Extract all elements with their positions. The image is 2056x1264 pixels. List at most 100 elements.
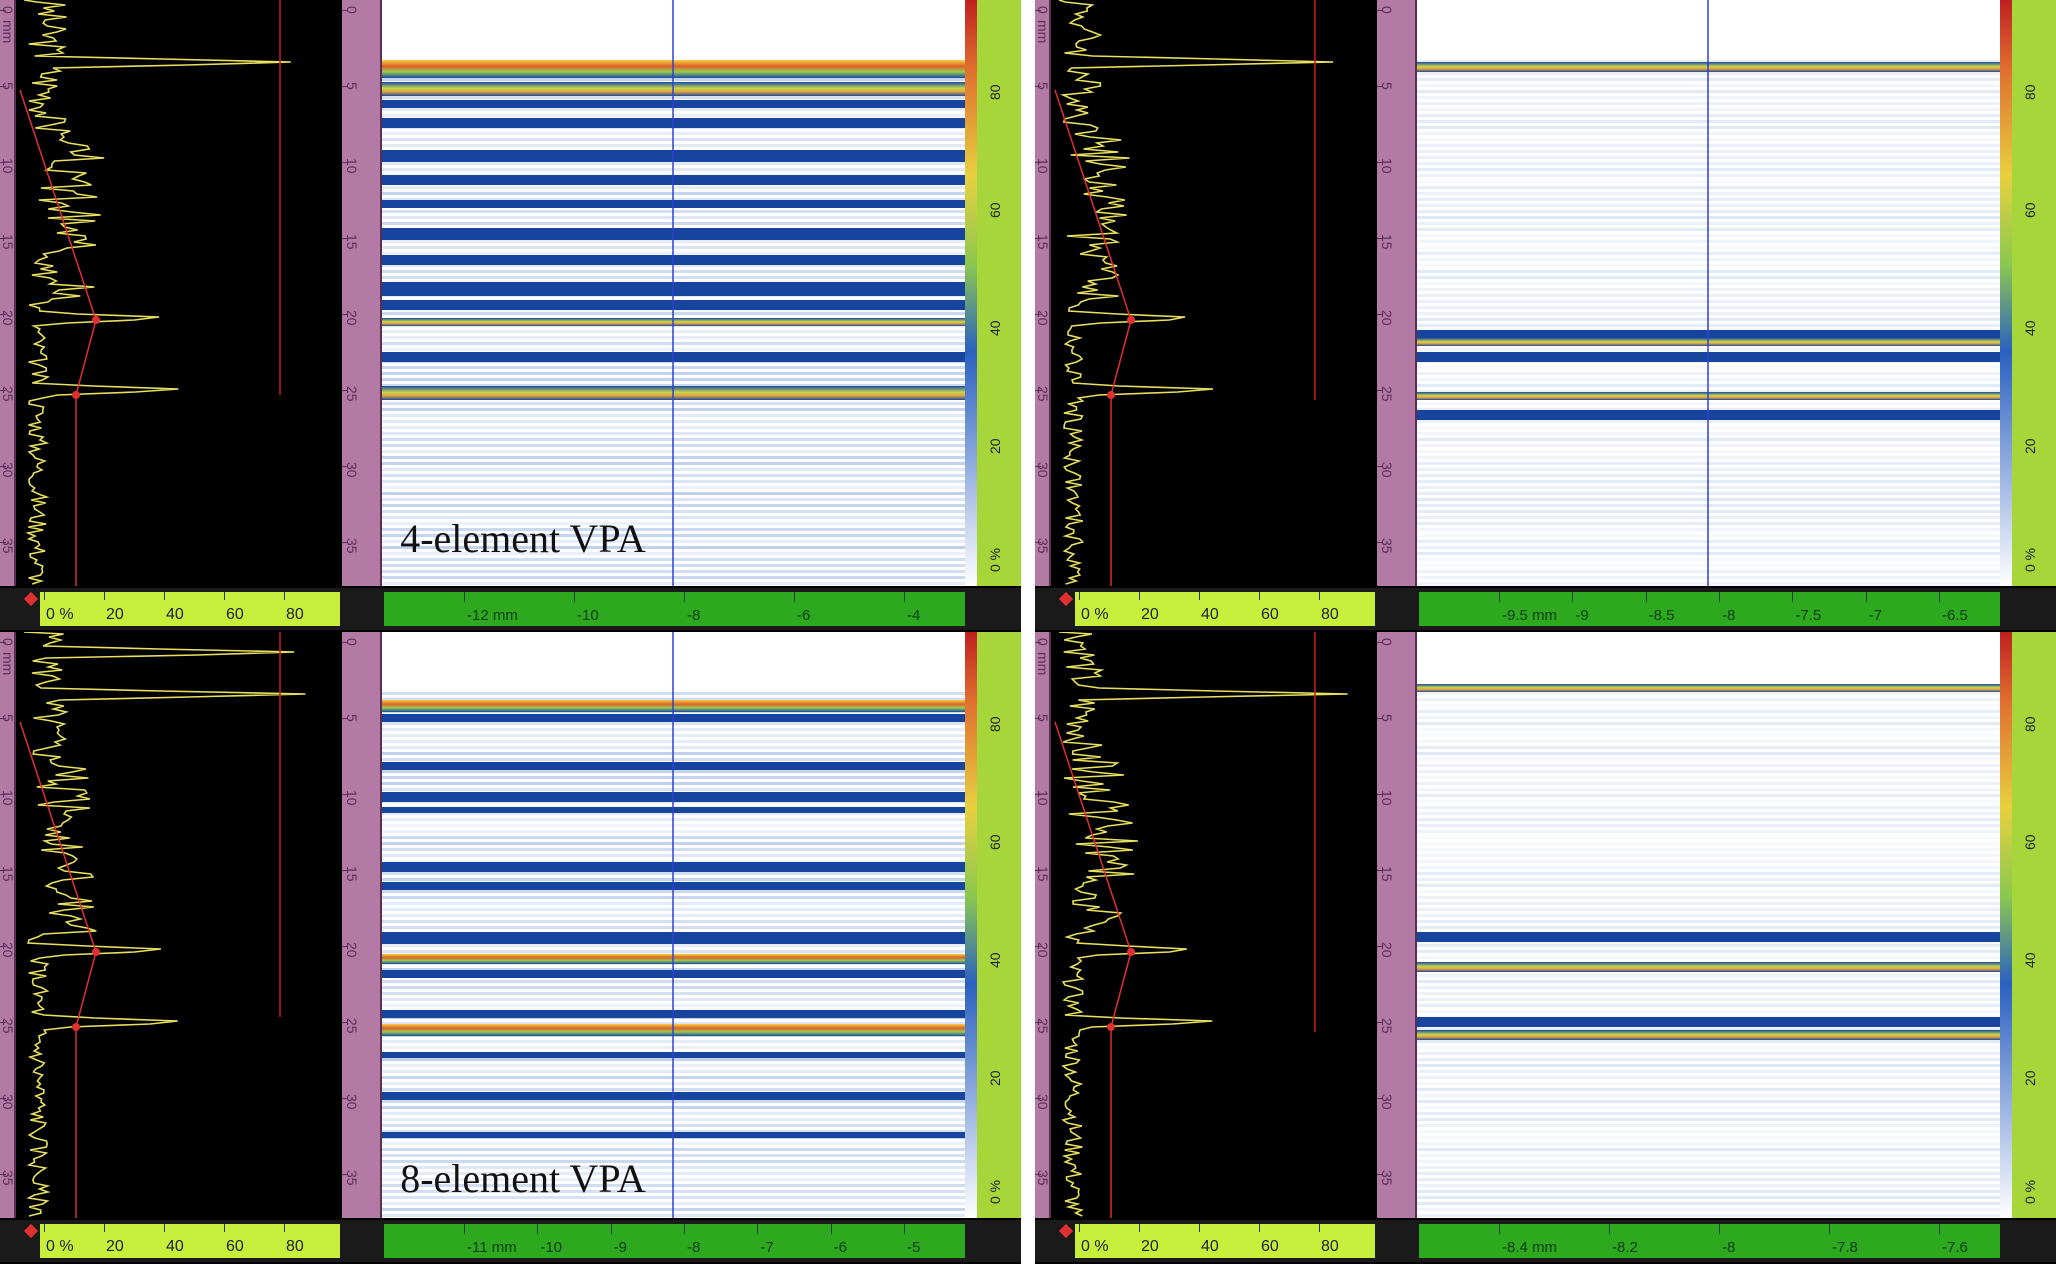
bscan-texture-stripe [1417, 998, 2000, 1001]
depth-tick [1035, 946, 1041, 947]
bscan-texture-stripe [1417, 1148, 2000, 1151]
bscan-reflector-band [1417, 932, 2000, 942]
amplitude-marker-icon[interactable] [23, 591, 39, 607]
color-scale-bar: 80 60 40 20 0 % [2000, 0, 2056, 586]
depth-tick [1377, 542, 1383, 543]
tcg-point[interactable] [1107, 391, 1115, 399]
bscan-texture-stripe [1417, 1028, 2000, 1031]
depth-tick [342, 466, 348, 467]
bscan-view[interactable]: 12-element VPA [1417, 0, 2000, 586]
depth-tick [1377, 1022, 1383, 1023]
depth-tick [342, 794, 348, 795]
tcg-curve[interactable] [19, 89, 97, 586]
tcg-curve[interactable] [1054, 89, 1132, 586]
depth-tick [1035, 238, 1041, 239]
color-scale-label: 60 [2022, 202, 2038, 218]
tcg-point[interactable] [1127, 948, 1135, 956]
bscan-texture-stripe [1417, 872, 2000, 875]
bscan-texture-stripe [1417, 896, 2000, 899]
bscan-texture-stripe [1417, 950, 2000, 953]
ascan-trace [23, 632, 306, 1217]
tcg-point[interactable] [72, 391, 80, 399]
depth-tick [1377, 1098, 1383, 1099]
bscan-texture-stripe [1417, 848, 2000, 851]
bscan-texture-stripe [1417, 980, 2000, 983]
depth-tick [0, 238, 6, 239]
bscan-texture-stripe [1417, 1082, 2000, 1085]
bscan-texture-stripe [1417, 1202, 2000, 1205]
depth-tick [342, 1022, 348, 1023]
color-scale-label: 20 [2022, 1070, 2038, 1086]
depth-tick-label: 15 [1035, 234, 1051, 250]
color-scale-label: 80 [2022, 84, 2038, 100]
amplitude-marker-icon[interactable] [23, 1223, 39, 1239]
tcg-point[interactable] [1127, 316, 1135, 324]
color-scale-label: 40 [987, 952, 1003, 968]
depth-tick-label: 5 [1035, 82, 1051, 90]
depth-tick-label: 5 [0, 714, 16, 722]
depth-tick [1035, 1098, 1041, 1099]
depth-tick [1377, 1174, 1383, 1175]
bscan-texture-stripe [1417, 1052, 2000, 1055]
ascan-view[interactable] [16, 632, 340, 1218]
bscan-texture-stripe [1417, 842, 2000, 845]
depth-tick-label: 0 [344, 6, 360, 14]
bscan-texture-stripe [1417, 902, 2000, 905]
depth-tick [342, 390, 348, 391]
color-scale-label: 80 [987, 84, 1003, 100]
pos-tick-label: -8 [1722, 607, 1736, 624]
depth-tick [342, 162, 348, 163]
ascan-view[interactable] [16, 0, 340, 586]
amp-tick-label: 0 % [46, 1238, 74, 1255]
color-scale-label: 40 [2022, 320, 2038, 336]
pos-tick-label: -4 [907, 607, 921, 624]
depth-tick [1377, 86, 1383, 87]
bscan-texture-stripe [1417, 1094, 2000, 1097]
amplitude-marker-icon[interactable] [1058, 591, 1074, 607]
depth-ruler: 0 5 10 15 20 25 30 35 mm [1035, 0, 1051, 586]
tcg-point[interactable] [92, 316, 100, 324]
depth-tick [342, 238, 348, 239]
depth-tick [1035, 870, 1041, 871]
amp-tick-label: 0 % [1081, 606, 1109, 623]
bscan-texture-stripe [1417, 920, 2000, 923]
depth-tick-label: 10 [344, 158, 360, 174]
color-scale-label: 80 [987, 716, 1003, 732]
color-scale-label: 60 [2022, 834, 2038, 850]
tcg-point[interactable] [92, 948, 100, 956]
ascan-trace [1058, 0, 1334, 585]
ascan-view[interactable] [1051, 0, 1375, 586]
amp-tick-label: 40 [166, 1238, 184, 1255]
bscan-texture-stripe [1417, 1136, 2000, 1139]
amp-tick-label: 60 [1261, 606, 1279, 623]
ut-panel-4: 0 5 10 15 20 25 30 35 mm 0 5 10 15 20 25 30 35 15-elemen… [1035, 632, 2056, 1264]
depth-tick-label: 20 [344, 942, 360, 958]
bscan-view[interactable]: 15-element VPA [1417, 632, 2000, 1218]
bscan-view[interactable]: 4-element VPA [382, 0, 965, 586]
depth-tick-label: 5 [1379, 714, 1395, 722]
amp-tick [1079, 1224, 1080, 1232]
amp-tick [44, 592, 45, 600]
bscan-texture-stripe [1417, 1070, 2000, 1073]
ut-panel-3: 0 5 10 15 20 25 30 35 mm 0 5 10 15 20 25 30 35 8-element… [0, 632, 1021, 1264]
tcg-curve[interactable] [19, 721, 97, 1218]
amp-tick-label: 0 % [46, 606, 74, 623]
bscan-texture-stripe [1417, 692, 2000, 695]
depth-tick-label: 30 [1035, 1094, 1051, 1110]
pos-tick-label: -7.8 [1832, 1239, 1858, 1256]
bscan-texture-stripe [1417, 890, 2000, 893]
tcg-point[interactable] [72, 1023, 80, 1031]
tcg-curve[interactable] [1054, 721, 1132, 1218]
bscan-texture-stripe [1417, 1172, 2000, 1175]
depth-tick-label: 0 [0, 6, 16, 14]
pos-tick [574, 592, 575, 602]
depth-tick [0, 642, 6, 643]
pos-tick-label: -11 mm [467, 1239, 517, 1256]
bscan-view[interactable]: 8-element VPA [382, 632, 965, 1218]
amplitude-marker-icon[interactable] [1058, 1223, 1074, 1239]
tcg-point[interactable] [1107, 1023, 1115, 1031]
depth-tick [1035, 642, 1041, 643]
ascan-view[interactable] [1051, 632, 1375, 1218]
ascan-trace [23, 0, 291, 585]
depth-tick-label: 35 [0, 538, 16, 554]
